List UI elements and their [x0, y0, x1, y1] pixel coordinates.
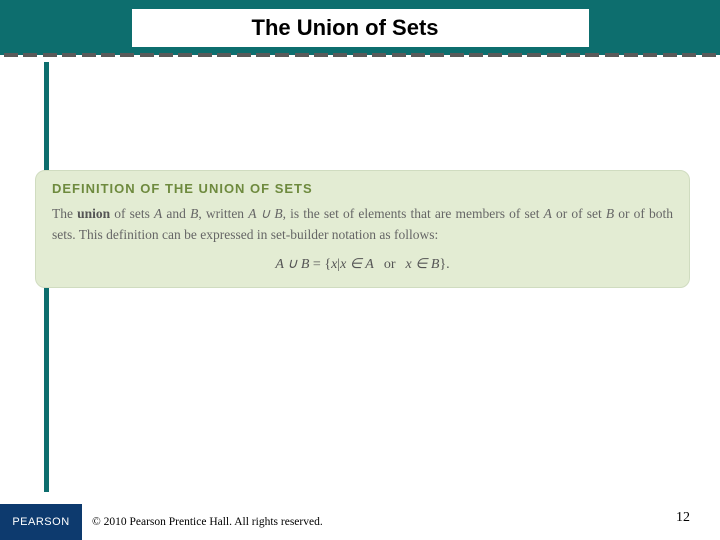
dash — [256, 53, 270, 57]
dash — [547, 53, 561, 57]
dash — [624, 53, 638, 57]
dash — [643, 53, 657, 57]
dash — [275, 53, 289, 57]
dash — [702, 53, 716, 57]
dash — [120, 53, 134, 57]
formula-x-in-b: x ∈ B — [405, 257, 439, 272]
dash — [566, 53, 580, 57]
definition-formula: A ∪ B = {x|x ∈ Aorx ∈ B}. — [52, 256, 673, 273]
dash — [469, 53, 483, 57]
dash — [314, 53, 328, 57]
dash — [488, 53, 502, 57]
dash — [682, 53, 696, 57]
text: , written — [198, 206, 248, 221]
dash — [450, 53, 464, 57]
pearson-logo: PEARSON — [0, 504, 82, 540]
dash — [605, 53, 619, 57]
copyright-text: © 2010 Pearson Prentice Hall. All rights… — [92, 516, 323, 528]
dash — [585, 53, 599, 57]
dash — [198, 53, 212, 57]
slide-title: The Union of Sets — [132, 9, 589, 47]
formula-lhs: A ∪ B — [275, 257, 309, 272]
formula-or: or — [374, 257, 406, 272]
text: , is the set of elements that are member… — [283, 206, 544, 221]
dash — [333, 53, 347, 57]
content-area: DEFINITION OF THE UNION OF SETS The unio… — [35, 170, 690, 288]
definition-heading: DEFINITION OF THE UNION OF SETS — [52, 181, 673, 196]
dash — [237, 53, 251, 57]
dash — [43, 53, 57, 57]
slide-header: The Union of Sets — [0, 0, 720, 55]
dash — [159, 53, 173, 57]
dash — [508, 53, 522, 57]
formula-close-brace: }. — [439, 257, 449, 272]
definition-box: DEFINITION OF THE UNION OF SETS The unio… — [35, 170, 690, 288]
bold-union: union — [77, 206, 110, 221]
dash — [430, 53, 444, 57]
dash — [527, 53, 541, 57]
text: The — [52, 206, 77, 221]
set-B: B — [606, 206, 614, 221]
dash — [62, 53, 76, 57]
dash — [217, 53, 231, 57]
formula-x-in-a: x ∈ A — [340, 257, 374, 272]
dash — [392, 53, 406, 57]
text: or of set — [552, 206, 606, 221]
dash — [411, 53, 425, 57]
dash — [295, 53, 309, 57]
dash — [140, 53, 154, 57]
text: of sets — [110, 206, 154, 221]
dash — [23, 53, 37, 57]
dash — [4, 53, 18, 57]
dash — [82, 53, 96, 57]
text: and — [162, 206, 190, 221]
definition-body: The union of sets A and B , written A ∪ B… — [52, 204, 673, 246]
page-number: 12 — [676, 510, 690, 526]
header-dash-divider — [0, 53, 720, 63]
dash — [178, 53, 192, 57]
slide-footer: PEARSON © 2010 Pearson Prentice Hall. Al… — [0, 504, 720, 540]
dash — [353, 53, 367, 57]
set-A: A — [544, 206, 552, 221]
dash — [101, 53, 115, 57]
formula-eq: = — [309, 257, 324, 272]
dash — [663, 53, 677, 57]
dash — [372, 53, 386, 57]
a-union-b: A ∪ B — [248, 206, 282, 221]
